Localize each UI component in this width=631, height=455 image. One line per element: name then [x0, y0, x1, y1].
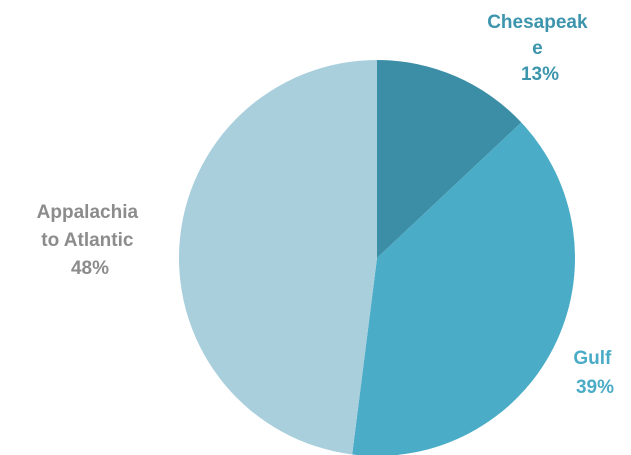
- pie-slice-appalachia-to-atlantic: [178, 60, 377, 455]
- slice-label-chesapeake: Chesapeak e 13%: [487, 12, 593, 85]
- pie-slice-gulf: [352, 122, 576, 455]
- slice-label-gulf: Gulf 39%: [573, 348, 616, 398]
- pie-slices: [178, 60, 576, 455]
- slice-label-appalachia-to-atlantic: Appalachia to Atlantic 48%: [37, 202, 144, 279]
- pie-slice-chesapeake: [377, 60, 522, 258]
